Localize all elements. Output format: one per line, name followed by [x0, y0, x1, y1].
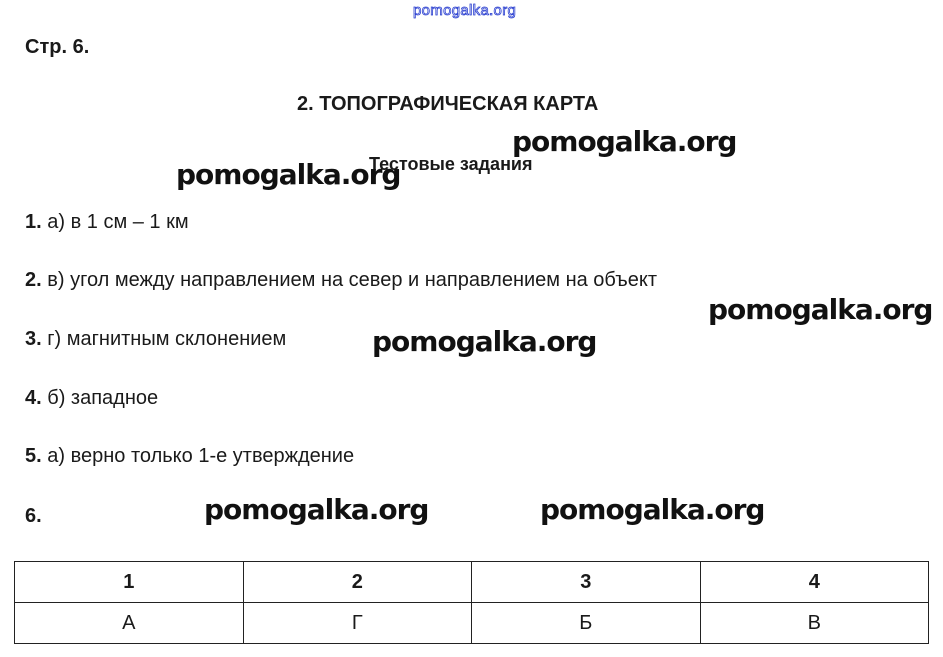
table-row: А Г Б В: [14, 602, 929, 644]
table-header-cell: 3: [471, 561, 701, 603]
answer-number: 3.: [25, 328, 42, 350]
watermark: pomogalka.org: [512, 125, 737, 158]
watermark-top: pomogalka.org: [413, 2, 517, 20]
watermark: pomogalka.org: [372, 325, 597, 358]
table-cell: В: [699, 602, 929, 644]
watermark: pomogalka.org: [540, 493, 765, 526]
answer-text: а) в 1 см – 1 км: [41, 211, 189, 233]
section-title: 2. ТОПОГРАФИЧЕСКАЯ КАРТА: [297, 93, 599, 115]
watermark: pomogalka.org: [708, 293, 933, 326]
answer-3: 3. г) магнитным склонением: [25, 328, 286, 351]
answer-text: г) магнитным склонением: [41, 328, 287, 350]
answer-1: 1. а) в 1 см – 1 км: [25, 211, 189, 234]
watermark: pomogalka.org: [204, 493, 429, 526]
table-cell: А: [14, 602, 244, 644]
answer-6: 6.: [25, 505, 42, 528]
table-header-cell: 1: [14, 561, 244, 603]
table-cell: Г: [242, 602, 472, 644]
table-header-cell: 4: [699, 561, 929, 603]
answer-number: 6.: [25, 505, 42, 527]
answer-number: 2.: [25, 269, 42, 291]
answer-text: в) угол между направлением на север и на…: [41, 269, 657, 291]
subtitle: Тестовые задания: [369, 154, 533, 174]
table-header-cell: 2: [242, 561, 472, 603]
answer-number: 5.: [25, 445, 42, 467]
answer-number: 1.: [25, 211, 42, 233]
table-cell: Б: [471, 602, 701, 644]
watermark: pomogalka.org: [176, 158, 401, 191]
page-label: Стр. 6.: [25, 36, 90, 58]
answer-2: 2. в) угол между направлением на север и…: [25, 269, 657, 292]
answer-number: 4.: [25, 387, 42, 409]
table-header-row: 1 2 3 4: [14, 561, 929, 603]
answer-5: 5. а) верно только 1-е утверждение: [25, 445, 354, 468]
answer-text: а) верно только 1-е утверждение: [41, 445, 355, 467]
answer-table: 1 2 3 4 А Г Б В: [14, 561, 929, 644]
answer-4: 4. б) западное: [25, 387, 158, 410]
answer-text: б) западное: [41, 387, 159, 409]
